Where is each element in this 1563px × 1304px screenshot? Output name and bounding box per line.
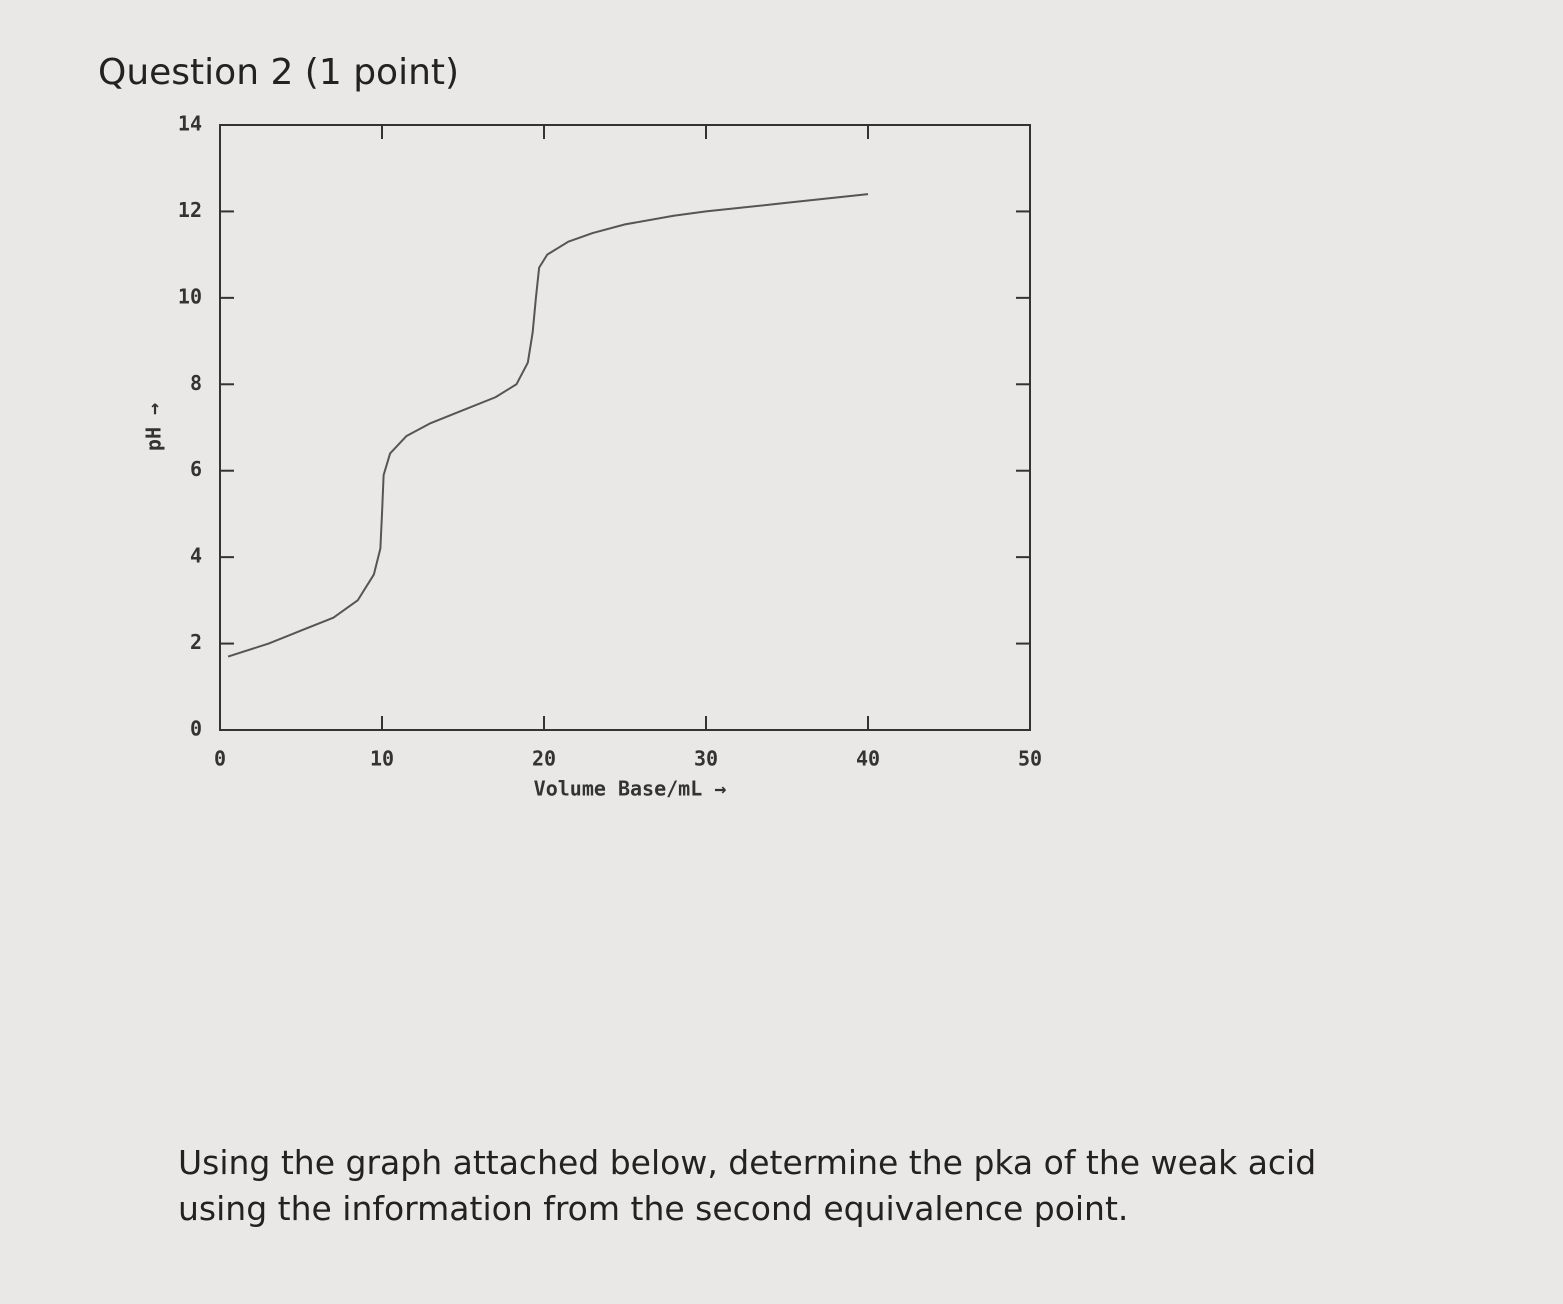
x-tick-label: 0 (214, 747, 226, 771)
y-tick-label: 6 (190, 457, 202, 481)
x-tick-label: 30 (694, 747, 718, 771)
plot-frame (219, 124, 1031, 731)
y-tick-label: 2 (190, 630, 202, 654)
y-tick-label: 4 (190, 544, 202, 568)
y-tick-label: 0 (190, 717, 202, 741)
x-tick-label: 10 (370, 747, 394, 771)
x-tick-label: 40 (856, 747, 880, 771)
y-tick-label: 10 (178, 284, 202, 308)
data-line (227, 193, 869, 658)
y-tick-label: 12 (178, 198, 202, 222)
x-tick-label: 50 (1018, 747, 1042, 771)
question-title: Question 2 (1 point) (98, 52, 460, 93)
x-axis-label: Volume Base/mL → (534, 777, 727, 801)
y-axis-label: pH → (142, 403, 166, 451)
x-tick-label: 20 (532, 747, 556, 771)
y-tick-label: 14 (178, 112, 202, 136)
y-tick-label: 8 (190, 371, 202, 395)
question-text: Using the graph attached below, determin… (178, 1143, 1317, 1228)
